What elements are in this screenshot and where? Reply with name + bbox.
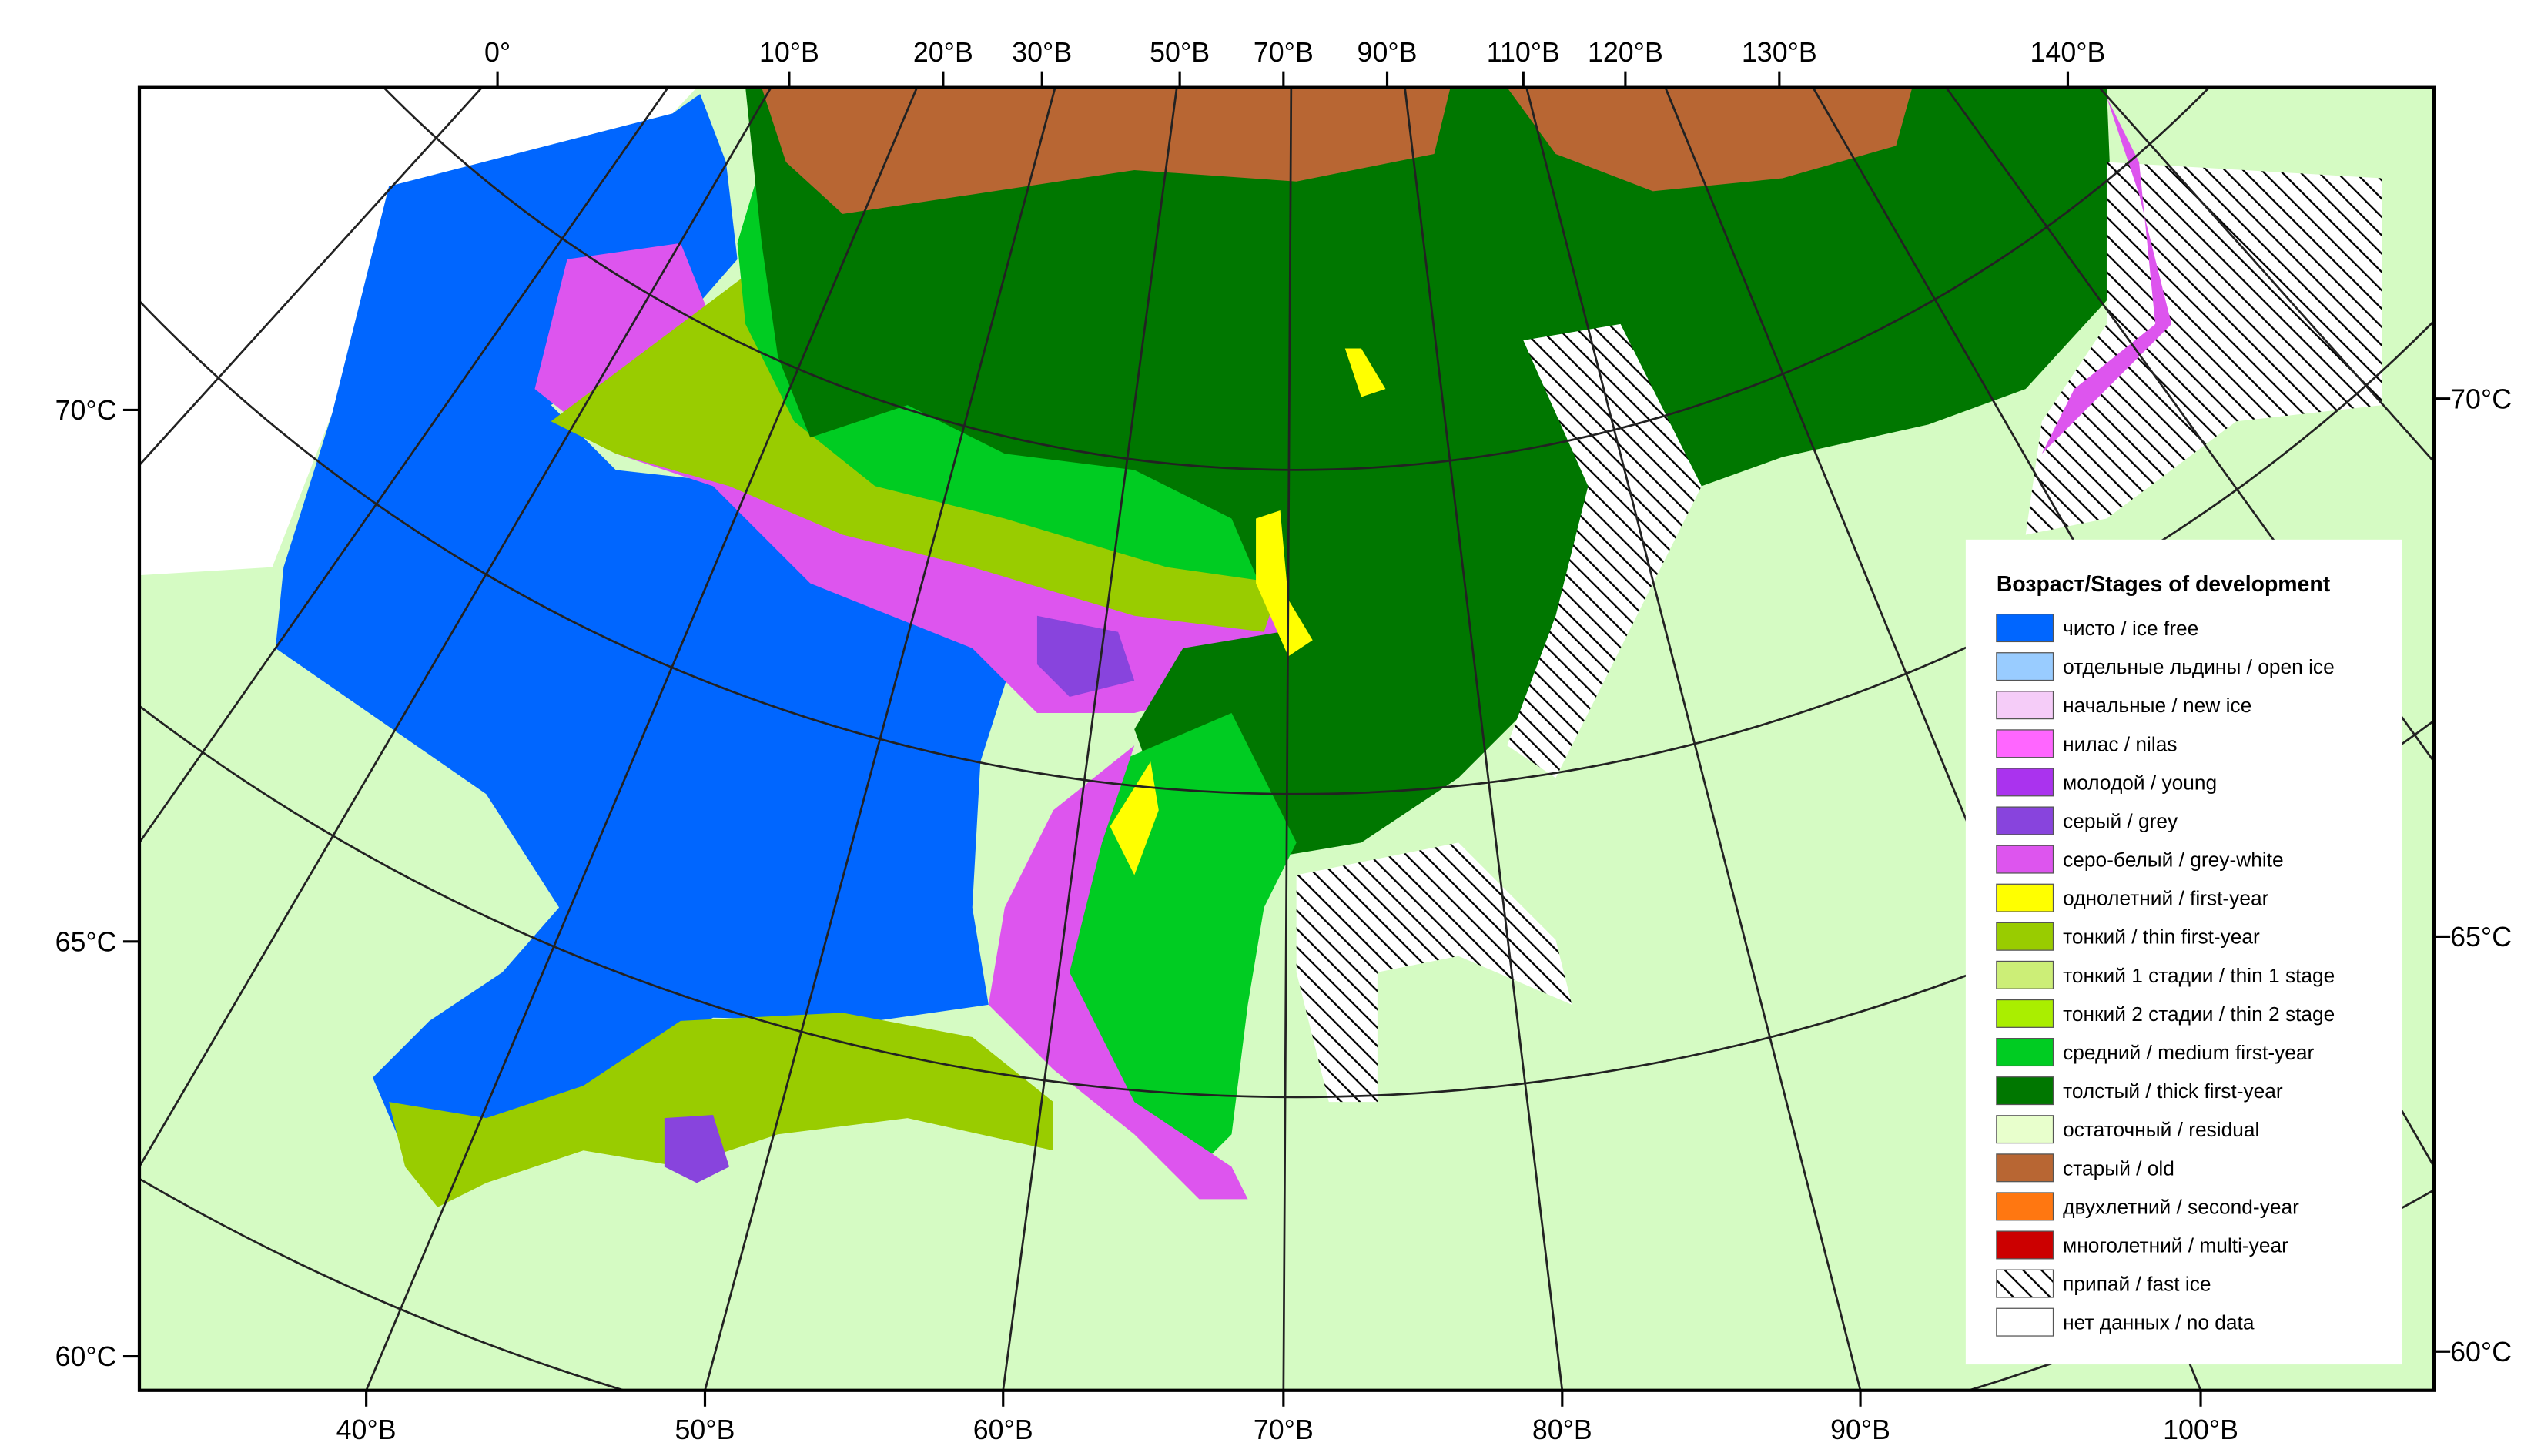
grey [1036, 615, 1135, 697]
thin-first-year [389, 1013, 1053, 1207]
first-year [1256, 510, 1313, 657]
legend-label: чисто / ice free [2063, 617, 2198, 640]
bottom-label: 80°В [1532, 1414, 1592, 1445]
top-label: 20°В [913, 37, 973, 68]
legend-swatch [1996, 845, 2054, 874]
parallel [139, 299, 2435, 795]
legend-swatch [1996, 729, 2054, 758]
legend-swatch [1996, 1230, 2054, 1260]
legend-label: нет данных / no data [2063, 1311, 2255, 1334]
legend-swatch [1996, 883, 2054, 912]
legend-label: отдельные льдины / open ice [2063, 655, 2335, 678]
legend-swatch [1996, 691, 2054, 720]
legend-swatch [1996, 922, 2054, 951]
map-frame [137, 85, 2436, 1392]
ice-free [275, 94, 1037, 1159]
legend: Возраст/Stages of development чисто / ic… [1965, 539, 2402, 1365]
legend-label: начальные / new ice [2063, 694, 2251, 717]
legend-label: однолетний / first-year [2063, 887, 2268, 910]
first-year [1110, 761, 1159, 875]
left-label: 65°С [55, 926, 117, 957]
legend-swatch [1996, 960, 2054, 989]
meridian [139, 87, 2435, 1391]
legend-label: многолетний / multi-year [2063, 1233, 2288, 1257]
legend-label: тонкий / thin first-year [2063, 925, 2260, 949]
first-year [1344, 348, 1386, 397]
legend-label: двухлетний / second-year [2063, 1195, 2299, 1218]
bottom-labels: 40°В 50°В 60°В 70°В 80°В 90°В 100°В [336, 1390, 2238, 1445]
top-label: 30°В [1012, 37, 1072, 68]
legend-title: Возраст/Stages of development [1997, 572, 2331, 597]
legend-label: молодой / young [2063, 771, 2217, 794]
left-label: 70°С [55, 395, 117, 426]
legend-label: нилас / nilas [2063, 732, 2177, 755]
legend-label: старый / old [2063, 1156, 2174, 1180]
legend-swatch [1996, 614, 2054, 643]
legend-label: толстый / thick first-year [2063, 1079, 2283, 1103]
legend-swatch [1996, 1115, 2054, 1144]
legend-swatch [1996, 1153, 2054, 1183]
right-labels: 70°С 65°С 60°С [2434, 383, 2512, 1367]
old-ice [1507, 87, 1913, 192]
legend-swatch [1996, 768, 2054, 797]
fast-ice [2025, 162, 2382, 535]
no-data-area [139, 87, 697, 576]
legend-label: остаточный / residual [2063, 1118, 2259, 1141]
left-labels: 70°С 65°С 60°С [55, 395, 139, 1372]
bottom-label: 40°В [336, 1414, 397, 1445]
legend-label: тонкий 2 стадии / thin 2 stage [2063, 1002, 2335, 1026]
legend-swatch [1996, 806, 2054, 835]
legend-swatch [1996, 1269, 2054, 1298]
legend-label: серо-белый / grey-white [2063, 848, 2283, 872]
top-label: 140°В [2030, 37, 2106, 68]
fast-ice [1507, 323, 1702, 778]
top-label: 110°В [1487, 37, 1560, 68]
grey-white [2041, 97, 2172, 454]
legend-swatch [1996, 1076, 2054, 1106]
bottom-label: 100°В [2163, 1414, 2238, 1445]
legend-swatch [1996, 1038, 2054, 1067]
legend-swatch [1996, 652, 2054, 681]
grey [664, 1114, 730, 1183]
left-label: 60°С [55, 1341, 117, 1372]
top-label: 50°В [1150, 37, 1210, 68]
bottom-label: 50°В [675, 1414, 735, 1445]
bottom-label: 60°В [973, 1414, 1033, 1445]
legend-swatch [1996, 1192, 2054, 1221]
legend-label: средний / medium first-year [2063, 1041, 2314, 1064]
top-label: 10°В [759, 37, 819, 68]
right-label: 60°С [2450, 1337, 2512, 1367]
thick-first-year [745, 87, 2115, 859]
legend-label: припай / fast ice [2063, 1273, 2211, 1296]
top-label: 0° [484, 37, 511, 68]
top-label: 90°В [1358, 37, 1418, 68]
bottom-label: 70°В [1254, 1414, 1314, 1445]
right-label: 70°С [2450, 383, 2512, 414]
parallel [383, 87, 2211, 471]
top-label: 120°В [1588, 37, 1663, 68]
legend-label: серый / grey [2063, 809, 2178, 832]
top-label: 130°В [1742, 37, 1817, 68]
legend-label: тонкий 1 стадии / thin 1 stage [2063, 964, 2335, 987]
right-label: 65°С [2450, 922, 2512, 952]
bottom-label: 90°В [1830, 1414, 1890, 1445]
top-label: 70°В [1254, 37, 1314, 68]
legend-swatch [1996, 1307, 2054, 1337]
top-labels: 0° 10°В 20°В 30°В 50°В 70°В 90°В 110°В 120°В 130°… [484, 37, 2105, 88]
legend-swatch [1996, 999, 2054, 1028]
parallel [139, 704, 2435, 1098]
grey-white [988, 745, 1248, 1200]
old-ice [762, 87, 1451, 214]
